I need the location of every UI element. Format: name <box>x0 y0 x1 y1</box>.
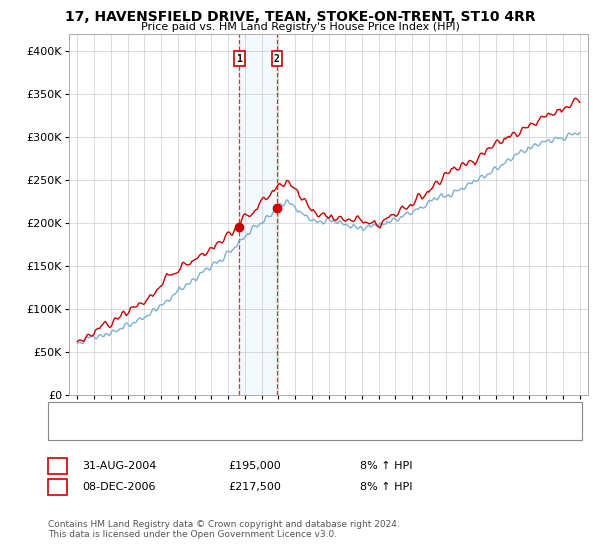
Text: 17, HAVENSFIELD DRIVE, TEAN, STOKE-ON-TRENT, ST10 4RR: 17, HAVENSFIELD DRIVE, TEAN, STOKE-ON-TR… <box>65 10 535 24</box>
Text: 08-DEC-2006: 08-DEC-2006 <box>82 482 156 492</box>
Text: 2: 2 <box>54 482 61 492</box>
Text: Contains HM Land Registry data © Crown copyright and database right 2024.
This d: Contains HM Land Registry data © Crown c… <box>48 520 400 539</box>
Text: 2: 2 <box>274 54 280 64</box>
Text: 8% ↑ HPI: 8% ↑ HPI <box>360 482 413 492</box>
Text: 17, HAVENSFIELD DRIVE, TEAN, STOKE-ON-TRENT, ST10 4RR (detached house): 17, HAVENSFIELD DRIVE, TEAN, STOKE-ON-TR… <box>89 407 482 417</box>
Text: Price paid vs. HM Land Registry's House Price Index (HPI): Price paid vs. HM Land Registry's House … <box>140 22 460 32</box>
Bar <box>239 34 277 395</box>
Text: 1: 1 <box>54 461 61 471</box>
Text: 8% ↑ HPI: 8% ↑ HPI <box>360 461 413 471</box>
Text: 31-AUG-2004: 31-AUG-2004 <box>82 461 157 471</box>
Text: HPI: Average price, detached house, Staffordshire Moorlands: HPI: Average price, detached house, Staf… <box>89 424 392 434</box>
Text: 1: 1 <box>236 54 242 64</box>
Text: £217,500: £217,500 <box>228 482 281 492</box>
Text: £195,000: £195,000 <box>228 461 281 471</box>
